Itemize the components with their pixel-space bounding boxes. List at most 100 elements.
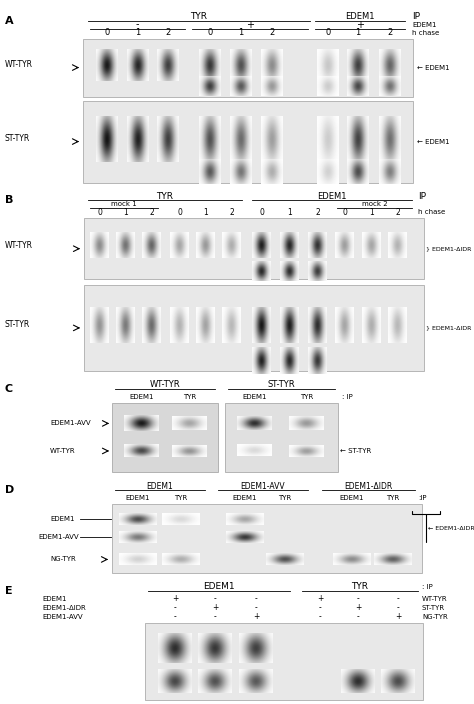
Text: IP: IP [412,12,420,21]
Text: 2: 2 [269,28,274,37]
Text: A: A [5,15,14,25]
Bar [84,285,424,370]
Text: 1: 1 [136,28,141,37]
Text: TYR: TYR [386,495,400,501]
Text: 0: 0 [104,28,109,37]
Text: -: - [214,612,216,622]
Text: EDEM1: EDEM1 [203,582,235,591]
Text: E: E [5,586,13,596]
Text: ← EDEM1: ← EDEM1 [417,139,450,144]
Text: ST-TYR: ST-TYR [5,134,30,143]
Text: EDEM1: EDEM1 [243,394,267,400]
Text: 2: 2 [150,208,155,217]
Text: EDEM1: EDEM1 [146,482,173,491]
Text: 1: 1 [370,208,374,217]
Text: EDEM1: EDEM1 [233,495,257,501]
Text: 0: 0 [343,208,347,217]
Text: -: - [255,603,257,612]
Text: :IP: :IP [418,495,427,501]
Text: EDEM1: EDEM1 [340,495,364,501]
Text: IP: IP [418,191,426,201]
Text: 0: 0 [260,208,264,217]
Text: 0: 0 [325,28,331,37]
Text: -: - [319,603,321,612]
Text: mock 1: mock 1 [111,201,137,207]
Bar [83,101,413,182]
Text: 2: 2 [387,28,392,37]
Text: 0: 0 [98,208,102,217]
Text: 1: 1 [288,208,292,217]
Text: } EDEM1-ΔIDR: } EDEM1-ΔIDR [426,246,471,251]
Text: WT-TYR: WT-TYR [50,448,76,454]
Text: EDEM1-ΔIDR: EDEM1-ΔIDR [42,605,86,611]
Text: TYR: TYR [174,495,188,501]
Text: } EDEM1-ΔIDR: } EDEM1-ΔIDR [426,325,471,330]
Text: -: - [255,594,257,603]
Text: ST-TYR: ST-TYR [5,320,30,329]
Text: 1: 1 [204,208,209,217]
Text: 2: 2 [229,208,234,217]
Text: EDEM1-AVV: EDEM1-AVV [42,614,82,620]
Text: ← ST-TYR: ← ST-TYR [340,448,371,454]
Text: -: - [397,594,400,603]
Text: D: D [5,485,14,495]
Text: C: C [5,384,13,394]
Bar [83,39,413,96]
Text: EDEM1: EDEM1 [50,516,74,522]
Bar [84,218,424,279]
Bar [225,403,338,472]
Text: : IP: : IP [342,394,353,400]
Text: -: - [214,594,216,603]
Text: EDEM1: EDEM1 [130,394,154,400]
Text: h chase: h chase [418,209,445,215]
Text: EDEM1: EDEM1 [42,596,66,602]
Text: EDEM1-AVV: EDEM1-AVV [50,420,91,427]
Text: EDEM1-ΔIDR: EDEM1-ΔIDR [345,482,392,491]
Bar [145,623,423,700]
Text: h chase: h chase [412,30,439,36]
Text: -: - [356,612,359,622]
Text: -: - [356,594,359,603]
Text: 1: 1 [356,28,361,37]
Text: B: B [5,195,13,205]
Text: EDEM1: EDEM1 [317,191,347,201]
Text: EDEM1: EDEM1 [126,495,150,501]
Text: +: + [317,594,323,603]
Text: TYR: TYR [301,394,314,400]
Text: 0: 0 [178,208,182,217]
Text: NG-TYR: NG-TYR [50,556,76,562]
Text: mock 2: mock 2 [362,201,387,207]
Text: EDEM1-AVV: EDEM1-AVV [241,482,285,491]
Text: -: - [397,603,400,612]
Text: 2: 2 [165,28,171,37]
Text: : IP: : IP [422,584,433,590]
Text: EDEM1-AVV: EDEM1-AVV [38,534,79,541]
Text: -: - [136,20,139,30]
Bar [112,504,422,573]
Text: WT-TYR: WT-TYR [5,241,33,250]
Text: +: + [246,20,254,30]
Text: TYR: TYR [191,12,208,21]
Text: 2: 2 [396,208,401,217]
Text: TYR: TYR [352,582,368,591]
Text: NG-TYR: NG-TYR [422,614,448,620]
Text: 2: 2 [316,208,320,217]
Text: ← EDEM1: ← EDEM1 [417,65,450,70]
Text: EDEM1: EDEM1 [412,22,437,27]
Text: 1: 1 [124,208,128,217]
Text: WT-TYR: WT-TYR [150,380,180,389]
Text: ST-TYR: ST-TYR [422,605,445,611]
Bar [112,403,218,472]
Text: -: - [319,612,321,622]
Text: 1: 1 [238,28,244,37]
Text: +: + [356,20,364,30]
Text: 0: 0 [207,28,213,37]
Text: TYR: TYR [156,191,173,201]
Text: -: - [173,603,176,612]
Text: +: + [355,603,361,612]
Text: +: + [172,594,178,603]
Text: WT-TYR: WT-TYR [422,596,447,602]
Text: ← EDEM1-ΔIDR: ← EDEM1-ΔIDR [428,526,474,531]
Text: EDEM1: EDEM1 [345,12,375,21]
Text: WT-TYR: WT-TYR [5,60,33,69]
